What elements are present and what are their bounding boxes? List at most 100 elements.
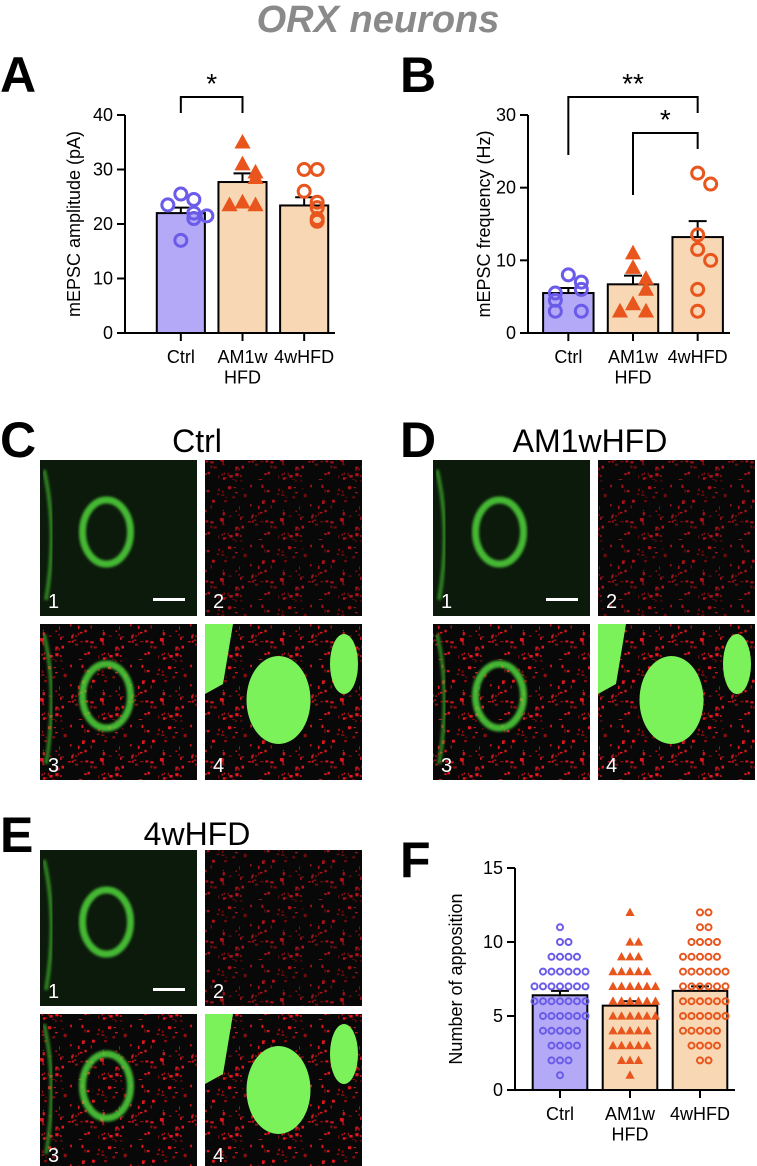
y-tick-label: 30 [93, 160, 113, 180]
panel-letter: F [400, 832, 431, 888]
data-point [721, 997, 730, 1006]
data-point [721, 967, 730, 976]
data-point [199, 208, 215, 224]
data-point [539, 1026, 547, 1035]
data-point [713, 1026, 721, 1035]
green-mask [205, 1014, 233, 1084]
y-tick-label: 20 [496, 178, 516, 198]
image-tile [40, 460, 197, 616]
data-point [234, 193, 251, 209]
data-point [642, 1040, 652, 1050]
x-tick-label: 4wHFD [670, 1104, 730, 1124]
data-point [173, 232, 189, 248]
data-point [616, 981, 627, 990]
data-point [721, 1012, 730, 1020]
image-tile [40, 850, 197, 1006]
data-point [713, 952, 721, 961]
data-point [690, 165, 706, 181]
data-point [247, 169, 264, 184]
green-soma [472, 496, 527, 568]
error-bar [624, 274, 642, 285]
data-point [704, 923, 713, 932]
data-point [696, 982, 704, 991]
tile-number: 2 [213, 591, 224, 613]
data-point [696, 923, 704, 932]
data-point [547, 997, 556, 1006]
data-point [650, 996, 661, 1005]
data-point [581, 967, 590, 976]
tile-number: 1 [48, 981, 59, 1003]
data-point [608, 996, 618, 1005]
data-point [573, 967, 581, 976]
data-point [625, 952, 635, 961]
data-point [713, 982, 721, 991]
data-point [581, 997, 590, 1006]
y-tick-label: 10 [496, 250, 516, 270]
green-fiber [42, 1023, 54, 1155]
data-point [573, 281, 589, 297]
y-tick-label: 0 [493, 1080, 503, 1100]
data-point [608, 1040, 618, 1050]
data-point [633, 981, 644, 990]
data-point [633, 1055, 644, 1064]
panel-title: Ctrl [172, 423, 222, 459]
y-tick-label: 20 [93, 214, 113, 234]
panel-letter: D [400, 412, 436, 468]
data-point [687, 967, 696, 976]
data-point [687, 938, 696, 946]
data-point [633, 1026, 644, 1035]
scale-bar [153, 988, 185, 991]
data-point [625, 1055, 635, 1064]
significance-label: * [660, 104, 671, 135]
data-point [637, 270, 655, 285]
data-point [690, 281, 706, 297]
data-point [556, 1071, 564, 1080]
significance-label: * [206, 68, 217, 99]
data-point [690, 241, 706, 257]
data-point [625, 937, 635, 946]
data-point [642, 1011, 652, 1020]
data-point [679, 982, 687, 991]
data-point [234, 133, 251, 149]
data-point [633, 1040, 644, 1050]
data-point [687, 997, 696, 1006]
green-mask [246, 656, 311, 744]
axes [527, 115, 730, 334]
data-point [637, 302, 655, 318]
data-point [704, 1026, 713, 1035]
data-point [713, 997, 721, 1006]
data-point [547, 982, 556, 991]
data-point [624, 295, 642, 311]
red-signal [433, 624, 590, 780]
y-axis-label: mEPSC frequency (Hz) [474, 130, 494, 317]
x-tick-label: Ctrl [167, 347, 195, 367]
error-bar [171, 206, 190, 214]
axes [514, 868, 735, 1091]
error-bar [233, 172, 252, 183]
data-point [696, 952, 704, 961]
data-point [625, 1040, 635, 1050]
green-soma [79, 1050, 134, 1122]
green-fiber [42, 633, 54, 765]
text-line: HFD [615, 368, 652, 388]
data-point [633, 937, 644, 946]
data-point [530, 997, 539, 1006]
data-point [616, 966, 627, 976]
green-soma [472, 660, 527, 732]
x-tick-label: 4wHFD [668, 347, 728, 367]
data-point [696, 997, 704, 1006]
data-point [687, 1041, 696, 1050]
data-point [539, 1012, 547, 1020]
y-tick-label: 5 [493, 1006, 503, 1026]
x-tick-label: 4wHFD [274, 347, 334, 367]
red-signal [205, 850, 362, 1006]
data-point [547, 1041, 556, 1050]
data-point [616, 952, 627, 961]
data-point [556, 1012, 564, 1020]
x-tick-label: Ctrl [546, 1104, 574, 1124]
data-point [687, 1026, 696, 1035]
data-point [564, 1012, 573, 1020]
data-point [556, 1056, 564, 1065]
tile-number: 3 [441, 755, 452, 777]
data-point [573, 274, 589, 290]
